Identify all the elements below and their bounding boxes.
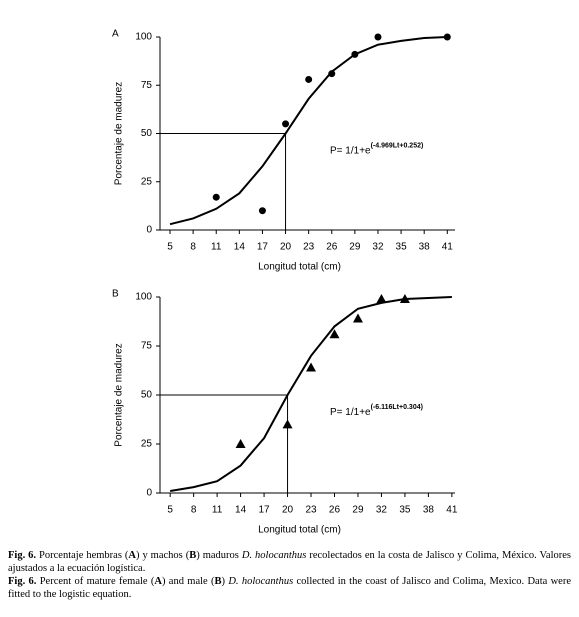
chart-panel: 0 25 50 75 100 5 8 11 14 17 20 23 26 29 32 35 38 41 B Porce… bbox=[112, 289, 458, 536]
x-tick-label: 11 bbox=[212, 505, 223, 516]
x-tick-label: 38 bbox=[419, 242, 431, 253]
y-tick-label: 50 bbox=[141, 128, 153, 139]
caption-text: recolectados en la costa de Jalisco y Co… bbox=[8, 550, 571, 574]
caption-text: B bbox=[214, 576, 222, 587]
caption-text: collected in the coast of Jalisco and Co… bbox=[8, 576, 572, 600]
y-tick-label: 25 bbox=[141, 176, 153, 187]
fit-line bbox=[169, 36, 448, 226]
y-tick-label: 100 bbox=[135, 292, 152, 303]
caption-paragraph: Fig. 6. Porcentaje hembras (A) y machos … bbox=[8, 549, 571, 575]
x-tick-label: 20 bbox=[280, 242, 292, 253]
caption-text: Fig. 6. bbox=[8, 576, 37, 587]
point bbox=[305, 75, 313, 83]
x-axis-label: Longitud total (cm) bbox=[258, 262, 341, 273]
x-tick-label: 29 bbox=[352, 505, 364, 516]
panel-label: B bbox=[112, 289, 119, 300]
point bbox=[374, 33, 382, 41]
x-tick-label: 41 bbox=[442, 242, 454, 253]
equation: P= 1/1+e(-4.969Lt+0.252) bbox=[330, 142, 423, 156]
y-tick-label: 75 bbox=[141, 341, 153, 352]
point bbox=[352, 313, 363, 323]
x-tick-label: 5 bbox=[167, 242, 173, 253]
caption-text: D. holocanthus bbox=[228, 576, 294, 587]
caption-text: ) bbox=[221, 576, 229, 587]
x-tick-label: 26 bbox=[326, 242, 338, 253]
caption-paragraph: Fig. 6. Percent of mature female (A) and… bbox=[8, 575, 571, 601]
x-tick-label: 8 bbox=[191, 505, 197, 516]
point bbox=[376, 293, 387, 303]
x-tick-label: 14 bbox=[234, 242, 246, 253]
caption-text: B bbox=[189, 550, 197, 561]
caption-text: ) and male ( bbox=[162, 576, 215, 587]
x-tick-label: 35 bbox=[396, 242, 408, 253]
y-axis-label: Porcentaje de madurez bbox=[114, 82, 125, 185]
y-tick-label: 50 bbox=[141, 390, 153, 401]
x-tick-label: 23 bbox=[303, 242, 315, 253]
point bbox=[306, 362, 317, 372]
x-axis-label: Longitud total (cm) bbox=[258, 525, 341, 536]
x-tick-label: 14 bbox=[235, 505, 247, 516]
point bbox=[328, 70, 336, 78]
equation: P= 1/1+e(-6.116Lt+0.304) bbox=[330, 404, 423, 418]
x-tick-label: 26 bbox=[329, 505, 341, 516]
x-tick-label: 29 bbox=[349, 242, 361, 253]
caption-text: A bbox=[154, 576, 162, 587]
point bbox=[282, 419, 293, 429]
y-axis-label: Porcentaje de madurez bbox=[114, 343, 125, 446]
x-tick-label: 23 bbox=[305, 505, 317, 516]
x-tick-label: 17 bbox=[257, 242, 269, 253]
caption-text: ) y machos ( bbox=[135, 550, 190, 561]
caption: Fig. 6. Porcentaje hembras (A) y machos … bbox=[8, 549, 571, 601]
point bbox=[235, 439, 246, 448]
equation-base: P= 1/1+e bbox=[330, 407, 371, 418]
y-tick-label: 25 bbox=[141, 439, 153, 450]
equation-base: P= 1/1+e bbox=[330, 145, 371, 156]
x-tick-label: 32 bbox=[376, 505, 388, 516]
caption-text: ) maduros bbox=[196, 550, 242, 561]
equation-exponent: (-6.116Lt+0.304) bbox=[371, 404, 423, 411]
y-tick-label: 75 bbox=[141, 80, 153, 91]
point bbox=[282, 120, 290, 128]
fit-line bbox=[170, 296, 452, 493]
caption-text: A bbox=[128, 550, 136, 561]
equation-exponent: (-4.969Lt+0.252) bbox=[371, 142, 424, 149]
x-tick-label: 11 bbox=[211, 242, 222, 253]
y-tick-label: 0 bbox=[146, 225, 152, 236]
x-tick-label: 32 bbox=[372, 242, 384, 253]
x-tick-label: 8 bbox=[190, 242, 196, 253]
x-tick-label: 5 bbox=[167, 505, 173, 516]
point bbox=[443, 33, 451, 41]
x-tick-label: 20 bbox=[282, 505, 294, 516]
point bbox=[399, 293, 410, 303]
panel-label: A bbox=[112, 29, 119, 40]
chart-panel: 0 25 50 75 100 5 8 11 14 17 20 23 26 29 32 35 38 41 A Porce… bbox=[112, 29, 455, 273]
caption-text: Fig. 6. bbox=[8, 550, 37, 561]
x-tick-label: 41 bbox=[446, 505, 458, 516]
caption-text: D. holocanthus bbox=[241, 550, 307, 561]
y-tick-label: 100 bbox=[135, 32, 152, 43]
point bbox=[258, 207, 266, 215]
caption-text: Percent of mature female ( bbox=[36, 576, 155, 587]
x-tick-label: 17 bbox=[259, 505, 271, 516]
point bbox=[212, 193, 220, 201]
x-tick-label: 35 bbox=[399, 505, 411, 516]
y-tick-label: 0 bbox=[146, 488, 152, 499]
x-tick-label: 38 bbox=[423, 505, 435, 516]
caption-text: Porcentaje hembras ( bbox=[36, 550, 129, 561]
point bbox=[351, 50, 359, 58]
point bbox=[329, 329, 340, 339]
